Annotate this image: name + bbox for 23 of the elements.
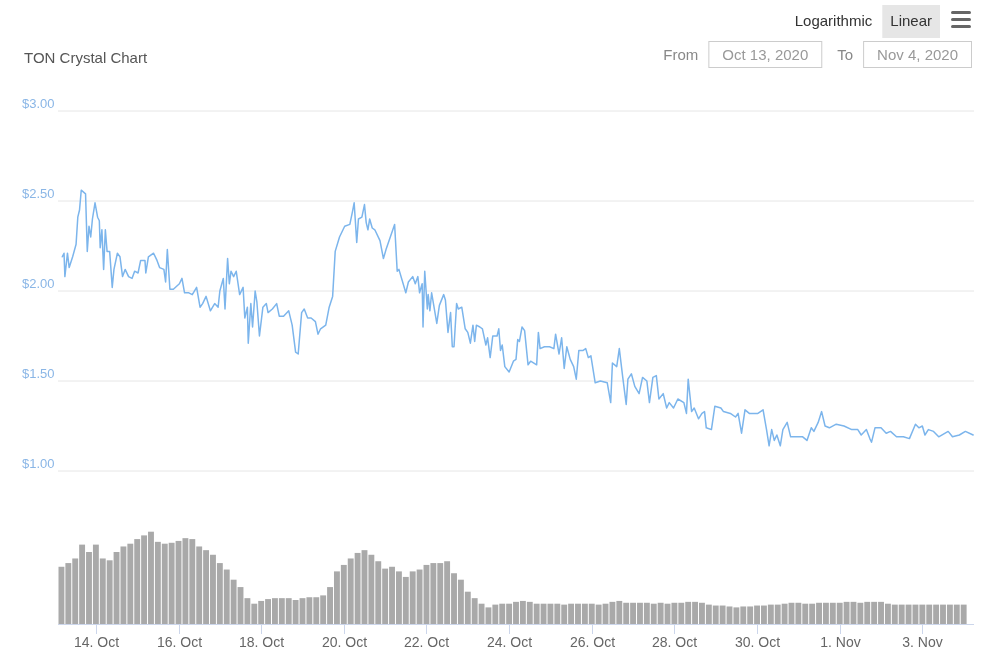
- y-tick-label: $1.00: [22, 456, 55, 471]
- chart-title: TON Crystal Chart: [24, 49, 148, 66]
- x-tick-label: 24. Oct: [486, 634, 533, 650]
- text: To: [837, 46, 854, 63]
- x-tick-label: 14. Oct: [73, 634, 120, 650]
- x-tick-label: 22. Oct: [403, 634, 450, 650]
- x-tick-label: 18. Oct: [238, 634, 285, 650]
- x-tick-label: 20. Oct: [321, 634, 368, 650]
- text: Logarithmic: [794, 12, 873, 29]
- y-tick-label: $3.00: [22, 96, 55, 111]
- x-tick-label: 26. Oct: [569, 634, 616, 650]
- date-field: Oct 13, 2020: [708, 41, 823, 68]
- x-tick-label: 3. Nov: [902, 634, 943, 650]
- text: Linear: [890, 12, 932, 29]
- y-tick-label: $2.50: [22, 186, 55, 201]
- x-tick-label: 30. Oct: [734, 634, 781, 650]
- x-tick-label: 16. Oct: [156, 634, 203, 650]
- date-field: Nov 4, 2020: [863, 41, 972, 68]
- y-tick-label: $2.00: [22, 276, 55, 291]
- text: From: [663, 46, 699, 63]
- x-tick-label: 1. Nov: [820, 634, 861, 650]
- y-tick-label: $1.50: [22, 366, 55, 381]
- x-tick-label: 28. Oct: [651, 634, 698, 650]
